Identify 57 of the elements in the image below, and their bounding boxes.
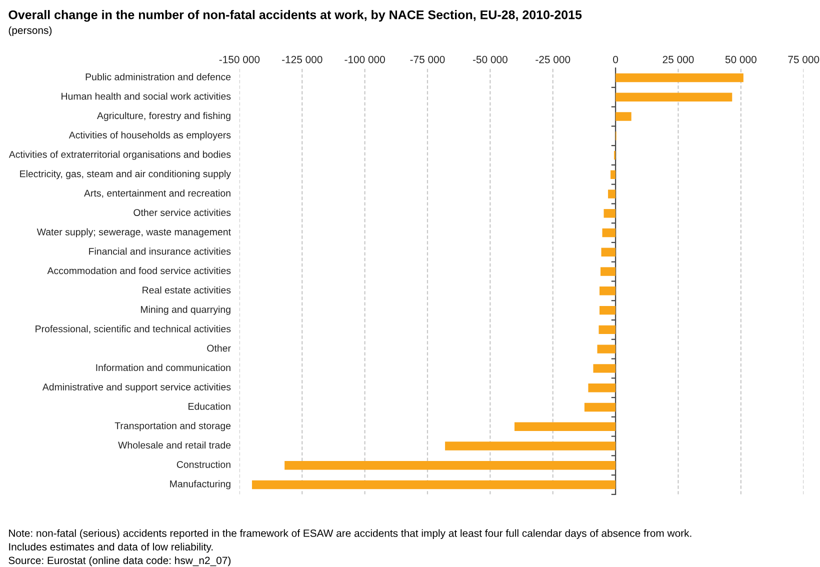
bar	[616, 73, 744, 82]
y-tick-label: Other	[207, 344, 231, 352]
x-tick-label: 75 000	[788, 56, 820, 64]
text: Includes estimates and data of low reliability.	[9, 542, 213, 553]
bar	[608, 190, 616, 198]
y-tick-label: Professional, scientific and technical activities	[36, 325, 231, 334]
bar	[600, 286, 616, 296]
bar	[445, 442, 616, 450]
text: Note: non-fatal (serious) accidents reported in the framework of ESAW are accidents that imply at least four full calendar days of absence from work.	[9, 529, 692, 539]
y-tick-label: Wholesale and retail trade	[118, 441, 231, 449]
y-tick-label: Accommodation and food service activities	[47, 267, 231, 274]
y-tick-label: Transportation and storage	[114, 422, 231, 432]
bar	[602, 228, 616, 238]
bar	[584, 402, 616, 412]
text: (persons)	[8, 26, 52, 36]
y-tick-label: Education	[188, 402, 230, 410]
x-tick-label: -50 000	[472, 56, 508, 64]
x-tick-label: -100 000	[344, 56, 385, 64]
y-tick-label: Administrative and support service activities	[42, 383, 231, 392]
bar	[597, 344, 616, 354]
x-tick-label: 25 000	[662, 56, 694, 64]
y-tick-label: Other service activities	[134, 208, 231, 216]
y-tick-label: Information and communication	[96, 364, 230, 372]
y-tick-label: Agriculture, forestry and fishing	[96, 112, 230, 122]
y-tick-label: Construction	[176, 460, 230, 468]
bar	[598, 325, 616, 334]
y-tick-label: Water supply; sewerage, waste management	[36, 228, 231, 238]
bar	[610, 170, 616, 179]
bar	[593, 364, 616, 373]
x-tick-label: -75 000	[410, 56, 445, 64]
y-tick-label: Human health and social work activities	[62, 92, 231, 100]
y-tick-label: Manufacturing	[170, 480, 230, 490]
y-tick-label: Arts, entertainment and recreation	[84, 189, 230, 198]
bar	[514, 422, 616, 431]
y-tick-label: Mining and quarrying	[140, 306, 230, 315]
bar	[601, 248, 616, 257]
x-tick-label: -125 000	[282, 56, 322, 64]
y-tick-label: Activities of extraterritorial organisations and bodies	[8, 150, 231, 160]
x-tick-label: -150 000	[219, 56, 260, 64]
y-tick-label: Real estate activities	[142, 286, 231, 294]
bar	[600, 267, 616, 276]
source-note: Source: Eurostat (online data code: hsw_n2_07)	[8, 556, 230, 566]
bar	[252, 480, 616, 490]
chart-title: Overall change in the number of non-fatal accidents at work, by NACE Section, EU-28, 2010-2015	[8, 10, 582, 22]
y-tick-label: Electricity, gas, steam and air conditioning supply	[20, 170, 231, 180]
bar	[604, 209, 616, 218]
bar	[616, 92, 732, 102]
y-tick-label: Activities of households as employers	[68, 131, 231, 140]
x-tick-label: -25 000	[536, 56, 570, 64]
bar	[284, 460, 616, 470]
bar	[616, 112, 632, 121]
bar	[600, 306, 616, 315]
y-tick-label: Financial and insurance activities	[89, 248, 231, 255]
x-tick-label: 0	[613, 56, 618, 64]
y-tick-label: Public administration and defence	[86, 73, 231, 80]
x-tick-label: 50 000	[725, 56, 756, 64]
bar	[588, 383, 616, 392]
